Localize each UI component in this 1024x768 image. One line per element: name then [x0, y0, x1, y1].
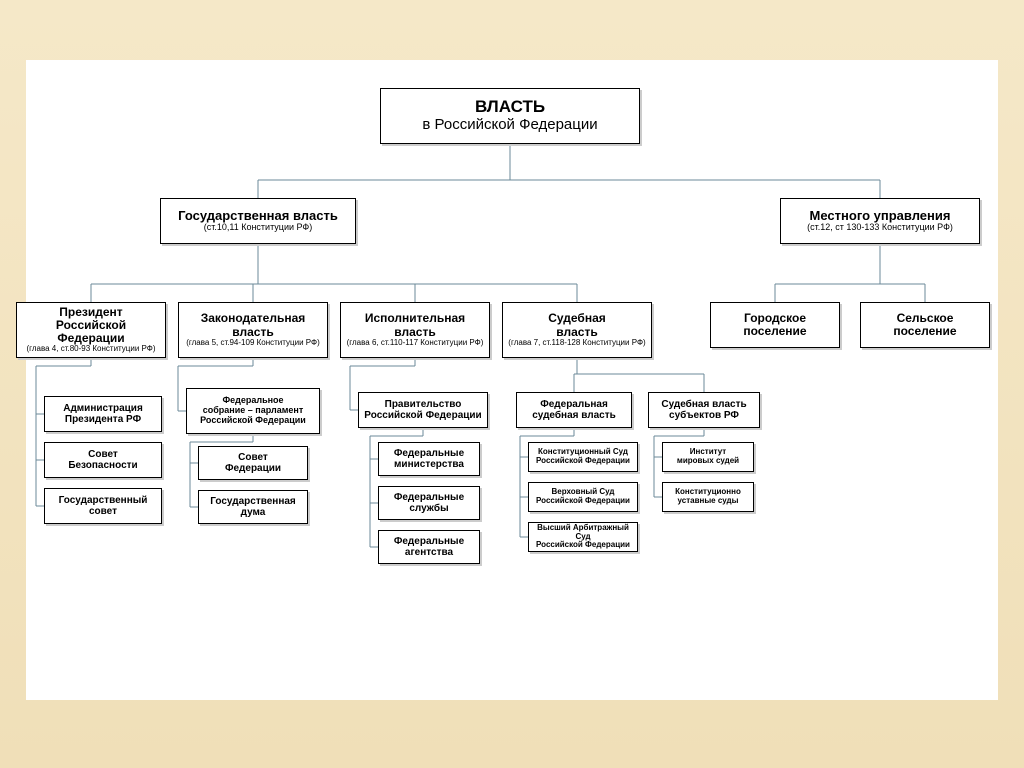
node-title: Высший Арбитражный СудРоссийской Федерац…: [533, 524, 633, 550]
node-subtitle: (ст.12, ст 130-133 Конституции РФ): [807, 223, 953, 233]
node-title: ПравительствоРоссийской Федерации: [364, 399, 481, 421]
node-j_mir: Институтмировых судей: [662, 442, 754, 472]
node-judic: Судебнаявласть(глава 7, ст.118-128 Конст…: [502, 302, 652, 358]
node-title: Федеральнаясудебная власть: [532, 399, 616, 421]
node-title: Верховный СудРоссийской Федерации: [536, 488, 630, 506]
node-j_fed: Федеральнаясудебная власть: [516, 392, 632, 428]
node-title: Федеральныеминистерства: [394, 448, 464, 470]
node-j_arb: Высший Арбитражный СудРоссийской Федерац…: [528, 522, 638, 552]
node-title: Конституционный СудРоссийской Федерации: [536, 448, 630, 466]
node-root: ВЛАСТЬв Российской Федерации: [380, 88, 640, 144]
node-j_const: Конституционный СудРоссийской Федерации: [528, 442, 638, 472]
node-subtitle: (ст.10,11 Конституции РФ): [204, 223, 313, 233]
node-j_subj: Судебная властьсубъектов РФ: [648, 392, 760, 428]
node-gov: Государственная власть(ст.10,11 Конститу…: [160, 198, 356, 244]
node-title: ПрезидентРоссийской Федерации: [21, 306, 161, 346]
node-l_sf: СоветФедерации: [198, 446, 308, 480]
node-title: Федеральныеагентства: [394, 536, 464, 558]
node-e_ag: Федеральныеагентства: [378, 530, 480, 564]
node-title: Местного управления: [810, 209, 951, 223]
node-city: Городскоепоселение: [710, 302, 840, 348]
node-title: Конституционноуставные суды: [675, 488, 741, 506]
node-j_sup: Верховный СудРоссийской Федерации: [528, 482, 638, 512]
node-title: Государственная власть: [178, 209, 338, 223]
node-title: ВЛАСТЬ: [475, 98, 545, 117]
node-president: ПрезидентРоссийской Федерации(глава 4, с…: [16, 302, 166, 358]
node-l_duma: Государственнаядума: [198, 490, 308, 524]
node-title: Исполнительнаявласть: [365, 312, 465, 338]
node-exec: Исполнительнаявласть(глава 6, ст.110-117…: [340, 302, 490, 358]
node-j_ust: Конституционноуставные суды: [662, 482, 754, 512]
node-subtitle: (глава 5, ст.94-109 Конституции РФ): [186, 339, 320, 348]
node-subtitle: в Российской Федерации: [422, 117, 597, 134]
node-village: Сельскоепоселение: [860, 302, 990, 348]
node-title: Судебная властьсубъектов РФ: [661, 399, 746, 421]
node-p_admin: АдминистрацияПрезидента РФ: [44, 396, 162, 432]
node-title: Государственнаядума: [210, 496, 296, 518]
node-title: Судебнаявласть: [548, 312, 606, 338]
node-subtitle: (глава 4, ст.80-93 Конституции РФ): [26, 345, 155, 354]
node-e_govt: ПравительствоРоссийской Федерации: [358, 392, 488, 428]
node-local: Местного управления(ст.12, ст 130-133 Ко…: [780, 198, 980, 244]
node-e_serv: Федеральныеслужбы: [378, 486, 480, 520]
node-title: Федеральныеслужбы: [394, 492, 464, 514]
node-title: Сельскоепоселение: [893, 312, 956, 338]
diagram-canvas: [26, 60, 998, 700]
node-title: СоветБезопасности: [68, 449, 137, 471]
node-p_sec: СоветБезопасности: [44, 442, 162, 478]
node-p_state: Государственныйсовет: [44, 488, 162, 524]
node-title: Государственныйсовет: [59, 495, 148, 517]
node-l_fed: Федеральноесобрание – парламентРоссийско…: [186, 388, 320, 434]
node-subtitle: (глава 6, ст.110-117 Конституции РФ): [347, 339, 484, 348]
node-title: Институтмировых судей: [677, 448, 739, 466]
node-e_min: Федеральныеминистерства: [378, 442, 480, 476]
node-title: Федеральноесобрание – парламентРоссийско…: [200, 396, 306, 426]
node-title: АдминистрацияПрезидента РФ: [63, 403, 143, 425]
node-title: Законодательнаявласть: [201, 312, 306, 338]
node-subtitle: (глава 7, ст.118-128 Конституции РФ): [508, 339, 645, 348]
node-title: СоветФедерации: [225, 452, 281, 474]
node-title: Городскоепоселение: [743, 312, 806, 338]
node-legis: Законодательнаявласть(глава 5, ст.94-109…: [178, 302, 328, 358]
